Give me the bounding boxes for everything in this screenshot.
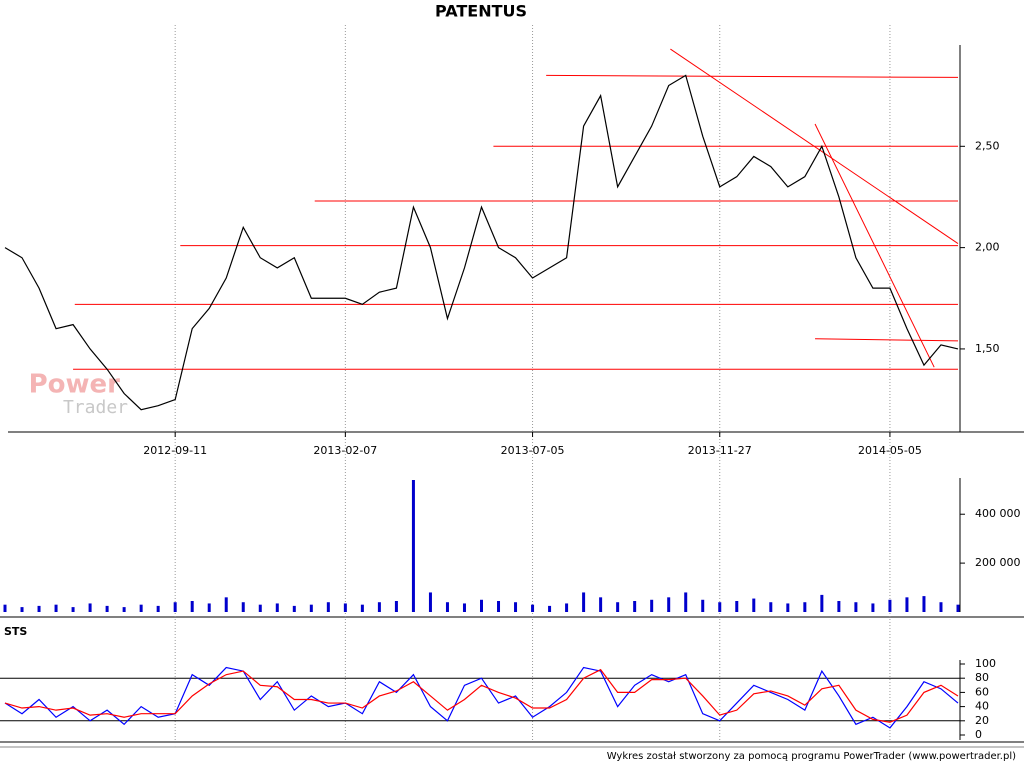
bar xyxy=(514,602,517,612)
bar xyxy=(140,605,143,612)
bar xyxy=(888,600,891,612)
bar xyxy=(769,602,772,612)
bar xyxy=(854,602,857,612)
bar xyxy=(344,603,347,612)
bar xyxy=(21,607,24,612)
y-tick-label: 400 000 xyxy=(975,507,1021,520)
bar xyxy=(157,606,160,612)
bar xyxy=(72,607,75,612)
chart-title: PATENTUS xyxy=(435,2,527,21)
y-tick-label: 2,50 xyxy=(975,139,1000,152)
watermark: Trader xyxy=(63,397,128,418)
bar xyxy=(565,603,568,612)
bar xyxy=(531,605,534,612)
bar xyxy=(208,603,211,612)
bar xyxy=(361,605,364,612)
x-tick-label: 2013-02-07 xyxy=(313,444,377,457)
y-tick-label: 20 xyxy=(975,714,989,727)
bar xyxy=(616,602,619,612)
bar xyxy=(939,602,942,612)
bar xyxy=(327,602,330,612)
bar xyxy=(123,607,126,612)
bar xyxy=(4,605,7,612)
bar xyxy=(225,597,228,612)
bar xyxy=(89,603,92,612)
bar xyxy=(55,605,58,612)
bar xyxy=(684,592,687,612)
y-tick-label: 60 xyxy=(975,685,989,698)
x-tick-label: 2013-07-05 xyxy=(501,444,565,457)
bar xyxy=(412,480,415,612)
bar xyxy=(820,595,823,612)
y-tick-label: 1,50 xyxy=(975,342,1000,355)
bar xyxy=(548,606,551,612)
y-tick-label: 2,00 xyxy=(975,241,1000,254)
bar xyxy=(582,592,585,612)
bar xyxy=(701,600,704,612)
y-tick-label: 200 000 xyxy=(975,556,1021,569)
chart: Power Trader PATENTUS STS Wykres został … xyxy=(0,0,1024,768)
y-tick-label: 0 xyxy=(975,728,982,741)
bar xyxy=(463,603,466,612)
bar xyxy=(174,602,177,612)
bar xyxy=(106,606,109,612)
bar xyxy=(259,605,262,612)
background xyxy=(0,0,1024,768)
bar xyxy=(497,601,500,612)
bar xyxy=(599,597,602,612)
bar xyxy=(191,601,194,612)
bar xyxy=(735,601,738,612)
bar xyxy=(38,606,41,612)
panel-title: STS xyxy=(4,625,27,638)
x-tick-label: 2013-11-27 xyxy=(688,444,752,457)
bar xyxy=(242,602,245,612)
watermark: Power xyxy=(29,370,121,400)
bar xyxy=(429,592,432,612)
x-tick-label: 2012-09-11 xyxy=(143,444,207,457)
bar xyxy=(667,597,670,612)
y-tick-label: 100 xyxy=(975,657,996,670)
bar xyxy=(922,596,925,612)
bar xyxy=(871,603,874,612)
bar xyxy=(905,597,908,612)
x-tick-label: 2014-05-05 xyxy=(858,444,922,457)
y-tick-label: 80 xyxy=(975,671,989,684)
y-tick-label: 40 xyxy=(975,700,989,713)
bar xyxy=(293,606,296,612)
bar xyxy=(378,602,381,612)
bar xyxy=(395,601,398,612)
bar xyxy=(718,602,721,612)
footer: Wykres został stworzony za pomocą progra… xyxy=(607,751,1016,762)
bar xyxy=(650,600,653,612)
bar xyxy=(837,601,840,612)
bar xyxy=(803,602,806,612)
bar xyxy=(633,601,636,612)
bar xyxy=(310,605,313,612)
bar xyxy=(276,603,279,612)
bar xyxy=(957,605,960,612)
bar xyxy=(752,599,755,612)
bar xyxy=(786,603,789,612)
bar xyxy=(446,602,449,612)
bar xyxy=(480,600,483,612)
